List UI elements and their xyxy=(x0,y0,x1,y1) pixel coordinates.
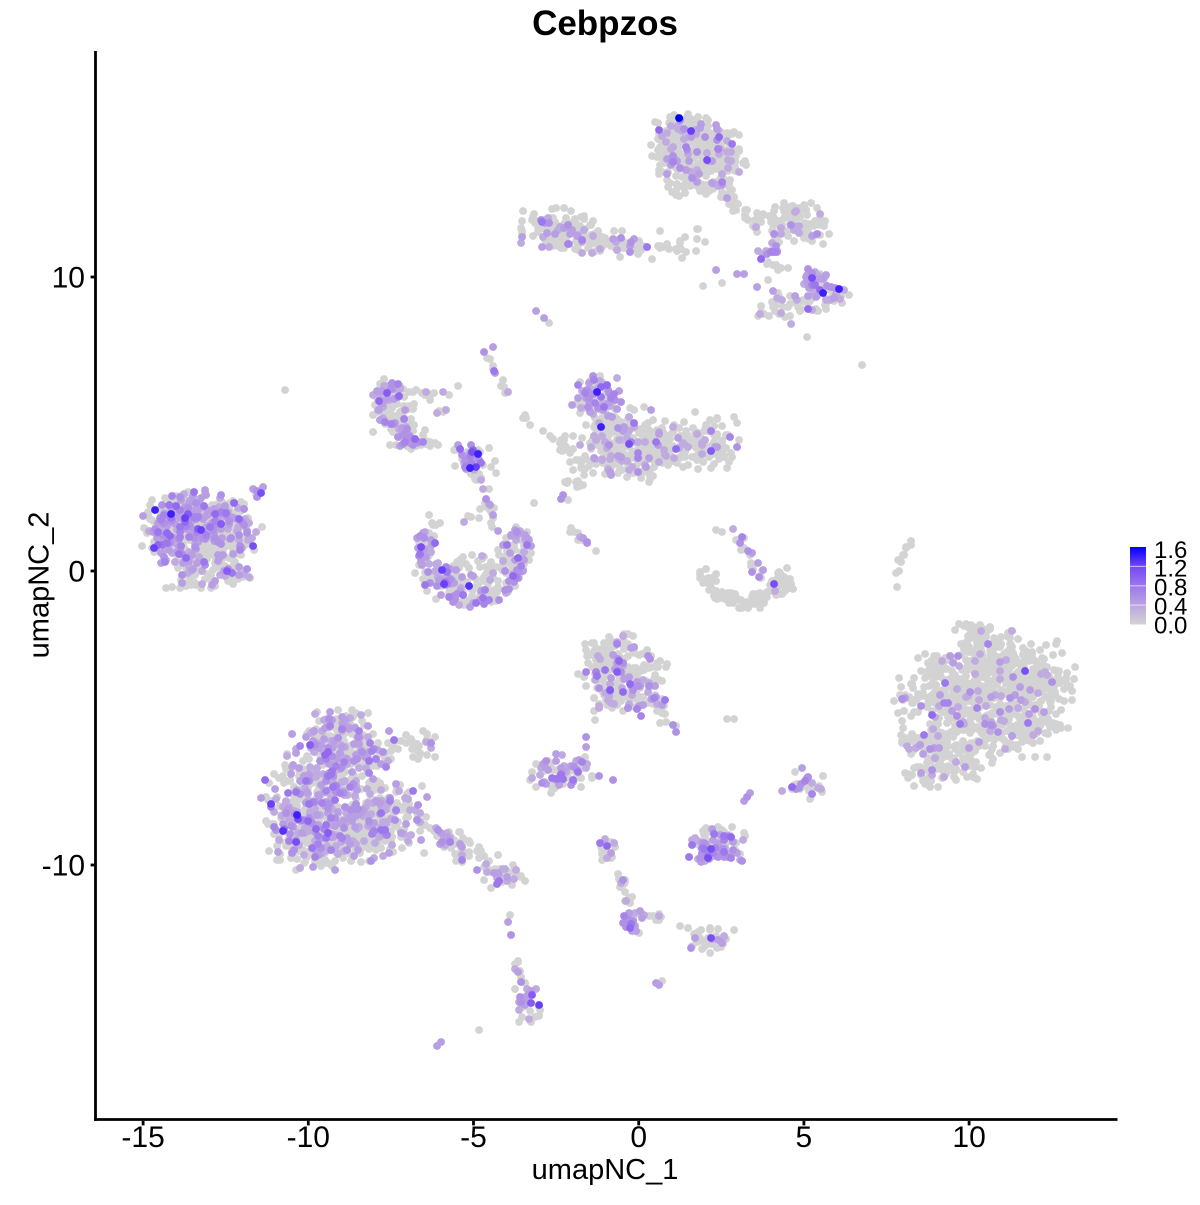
svg-text:-15: -15 xyxy=(121,1121,164,1154)
svg-text:Cebpzos: Cebpzos xyxy=(532,4,678,43)
svg-text:10: 10 xyxy=(52,261,85,294)
svg-text:0.8: 0.8 xyxy=(1154,575,1187,602)
svg-text:5: 5 xyxy=(796,1121,813,1154)
svg-text:0: 0 xyxy=(630,1121,647,1154)
svg-text:-5: -5 xyxy=(460,1121,487,1154)
svg-text:0.0: 0.0 xyxy=(1154,612,1187,639)
svg-text:10: 10 xyxy=(952,1121,985,1154)
svg-text:1.2: 1.2 xyxy=(1154,556,1187,583)
svg-text:umapNC_1: umapNC_1 xyxy=(532,1154,679,1186)
svg-text:1.6: 1.6 xyxy=(1154,537,1187,564)
svg-text:umapNC_2: umapNC_2 xyxy=(24,512,56,659)
svg-text:0: 0 xyxy=(68,555,85,588)
svg-text:0.4: 0.4 xyxy=(1154,594,1187,621)
svg-text:-10: -10 xyxy=(287,1121,330,1154)
svg-text:-10: -10 xyxy=(42,849,85,882)
